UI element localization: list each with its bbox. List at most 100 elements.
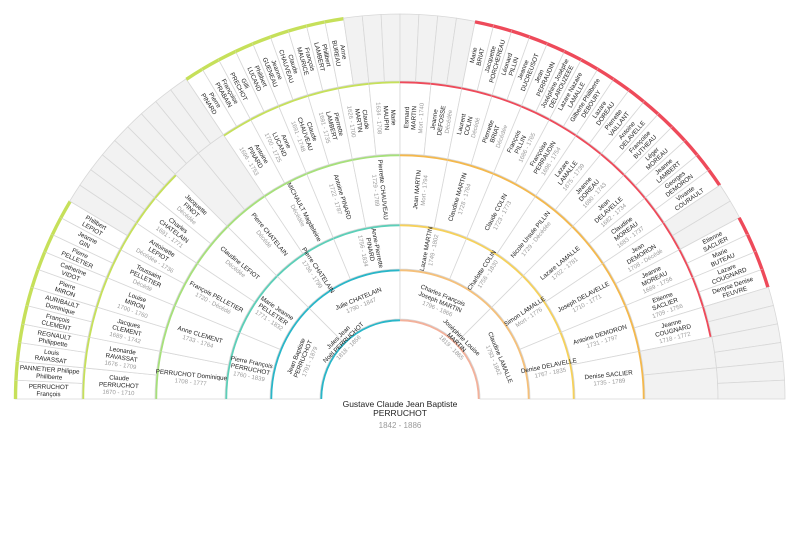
generation-band (571, 224, 605, 265)
generation-band (225, 194, 266, 228)
generation-band (642, 100, 660, 116)
generation-band (50, 216, 63, 236)
generation-band (400, 222, 468, 240)
person-name: BRIAT (476, 47, 487, 66)
person-dates: Décédé (471, 117, 482, 139)
generation-band (522, 274, 563, 333)
generation-band (695, 153, 711, 171)
generation-band (195, 224, 229, 265)
generation-band (447, 157, 495, 175)
person-dates: 1626 - 1700 (345, 105, 356, 138)
generation-band (746, 233, 757, 253)
person-name: PERRUCHOT (29, 383, 69, 391)
generation-band (563, 49, 583, 62)
generation-band (511, 29, 531, 39)
person-name: DEFOSSE (436, 105, 447, 136)
generation-band (158, 304, 176, 352)
generation-band (269, 29, 289, 39)
generation-band (263, 171, 308, 198)
person-name: Philiberte (36, 373, 63, 382)
generation-band (492, 171, 537, 198)
person-name: Denise SACLIER (584, 369, 633, 381)
generation-band (534, 194, 575, 228)
generation-band (466, 236, 525, 277)
generation-band (134, 196, 156, 224)
generation-band (153, 173, 177, 199)
person-name: RAVASSAT (105, 352, 138, 364)
person-name: GIN (78, 239, 92, 250)
generation-band (737, 216, 750, 236)
generation-band (624, 304, 642, 352)
generation-band (575, 133, 603, 155)
generation-band (201, 58, 220, 71)
person-name: François (36, 391, 60, 399)
generation-band (612, 77, 631, 92)
person-dates: 1735 - 1789 (593, 378, 626, 387)
generation-band (15, 342, 22, 362)
person-dates: Mort - 1740 (418, 102, 426, 134)
root-dates: 1842 - 1886 (379, 421, 422, 430)
generation-band (546, 42, 566, 53)
generation-band (59, 200, 72, 219)
generation-band (252, 35, 272, 46)
person-dates: 1708 - 1777 (174, 378, 207, 387)
person-slot-g6-31[interactable] (380, 13, 401, 82)
person-name: Marie (469, 46, 479, 63)
person-dates: 1634 - 1708 (374, 102, 382, 135)
generation-band (13, 380, 18, 399)
generation-band (153, 350, 162, 399)
person-slot-g6-63[interactable] (717, 379, 786, 400)
person-name: MARTIN (353, 108, 364, 133)
person-name: Esmard (403, 106, 411, 129)
generation-band (217, 49, 237, 62)
person-name: Claude (109, 375, 130, 383)
generation-band (528, 35, 548, 46)
generation-band (628, 88, 646, 104)
generation-band (400, 152, 449, 161)
generation-band (305, 157, 353, 175)
person-name: Gilli (239, 77, 250, 90)
person-name: Jean MARTIN (412, 169, 423, 209)
person-name: Philibert (320, 43, 332, 67)
person-label-g5-16: Esmard MARTIN Mort - 1740 (403, 102, 426, 134)
generation-band (21, 305, 29, 325)
generation-band (17, 323, 25, 343)
person-dates: 1729 - 1789 (370, 174, 379, 207)
person-name: PERRUCHOT (99, 381, 139, 390)
generation-band (474, 20, 494, 28)
generation-band (30, 268, 40, 288)
person-name: Leonarde (109, 346, 137, 357)
person-name: Jeanne (661, 318, 683, 330)
generation-band (644, 196, 666, 224)
generation-band (601, 262, 628, 307)
generation-band (753, 251, 764, 271)
generation-band (234, 42, 254, 53)
root-name-line2: PERRUCHOT (373, 408, 427, 418)
generation-band (600, 152, 626, 176)
generation-band (36, 251, 47, 271)
root-person[interactable]: Gustave Claude Jean Baptiste PERRUCHOT 1… (343, 399, 458, 430)
person-name: BUREAU (330, 40, 341, 67)
generation-band (707, 168, 722, 187)
generation-band (596, 67, 615, 81)
generation-band (559, 331, 577, 399)
generation-band (185, 67, 204, 81)
generation-band (25, 286, 34, 306)
person-name: RAVASSAT (34, 355, 67, 366)
person-name: MAUPIN (382, 105, 390, 130)
person-name: Louis (44, 349, 60, 358)
generation-band (670, 125, 687, 142)
generation-band (14, 361, 20, 381)
